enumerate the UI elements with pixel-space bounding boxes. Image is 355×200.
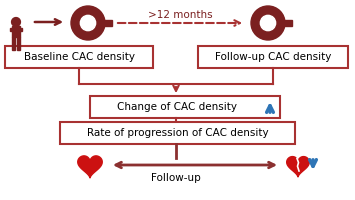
Bar bbox=[86, 20, 112, 26]
Polygon shape bbox=[287, 157, 309, 177]
Bar bbox=[266, 20, 292, 26]
Circle shape bbox=[71, 6, 105, 40]
Bar bbox=[10, 28, 22, 31]
Bar bbox=[17, 37, 20, 50]
Circle shape bbox=[80, 15, 95, 31]
Bar bbox=[12, 37, 16, 50]
FancyBboxPatch shape bbox=[198, 46, 348, 68]
Text: Rate of progression of CAC density: Rate of progression of CAC density bbox=[87, 128, 268, 138]
Bar bbox=[12, 26, 20, 37]
Text: Follow-up: Follow-up bbox=[151, 173, 201, 183]
Text: Follow-up CAC density: Follow-up CAC density bbox=[215, 52, 331, 62]
Text: Change of CAC density: Change of CAC density bbox=[117, 102, 237, 112]
FancyBboxPatch shape bbox=[5, 46, 153, 68]
Circle shape bbox=[12, 18, 21, 26]
Circle shape bbox=[251, 6, 285, 40]
FancyBboxPatch shape bbox=[60, 122, 295, 144]
Text: >12 months: >12 months bbox=[148, 10, 212, 20]
Circle shape bbox=[260, 15, 275, 31]
FancyBboxPatch shape bbox=[90, 96, 280, 118]
Polygon shape bbox=[78, 156, 102, 178]
Text: Baseline CAC density: Baseline CAC density bbox=[23, 52, 135, 62]
